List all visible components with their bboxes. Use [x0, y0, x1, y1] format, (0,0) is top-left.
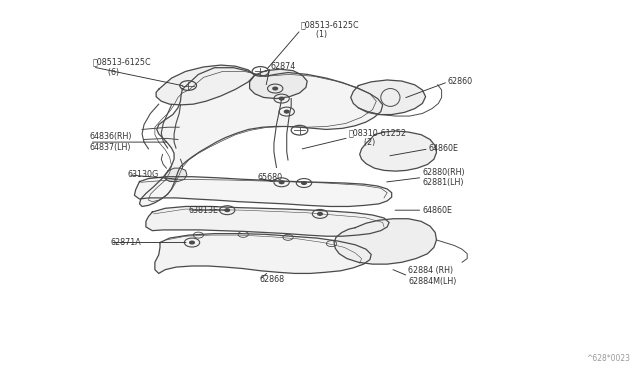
Circle shape	[284, 110, 289, 113]
Polygon shape	[165, 168, 187, 182]
Text: 65680: 65680	[258, 173, 283, 182]
Text: 62880(RH)
62881(LH): 62880(RH) 62881(LH)	[422, 168, 465, 187]
Text: Ⓝ08513-6125C
      (1): Ⓝ08513-6125C (1)	[301, 20, 360, 39]
Polygon shape	[134, 177, 392, 206]
Text: 62884 (RH)
62884M(LH): 62884 (RH) 62884M(LH)	[408, 266, 457, 286]
Text: Ⓝ08310-61252
      (2): Ⓝ08310-61252 (2)	[349, 128, 407, 147]
Text: 63130G: 63130G	[128, 170, 159, 179]
Text: 63813E: 63813E	[189, 206, 219, 215]
Text: 64836(RH)
64837(LH): 64836(RH) 64837(LH)	[90, 132, 132, 152]
Circle shape	[189, 241, 195, 244]
Circle shape	[301, 182, 307, 185]
Polygon shape	[140, 68, 383, 206]
Circle shape	[225, 209, 230, 212]
Circle shape	[317, 212, 323, 215]
Text: 62874: 62874	[270, 62, 295, 71]
Polygon shape	[351, 80, 426, 115]
Text: 64860E: 64860E	[429, 144, 459, 153]
Circle shape	[279, 97, 284, 100]
Text: ^628*0023: ^628*0023	[586, 354, 630, 363]
Text: 62868: 62868	[259, 275, 284, 284]
Polygon shape	[146, 206, 389, 236]
Polygon shape	[334, 219, 436, 264]
Circle shape	[273, 87, 278, 90]
Polygon shape	[156, 65, 255, 105]
Polygon shape	[360, 131, 436, 171]
Polygon shape	[155, 234, 371, 273]
Circle shape	[279, 181, 284, 184]
Text: Ⓝ08513-6125C
      (6): Ⓝ08513-6125C (6)	[93, 57, 152, 77]
Text: 64860E: 64860E	[422, 206, 452, 215]
Text: 62860: 62860	[448, 77, 473, 86]
Text: 62871A: 62871A	[110, 238, 141, 247]
Polygon shape	[250, 69, 307, 99]
